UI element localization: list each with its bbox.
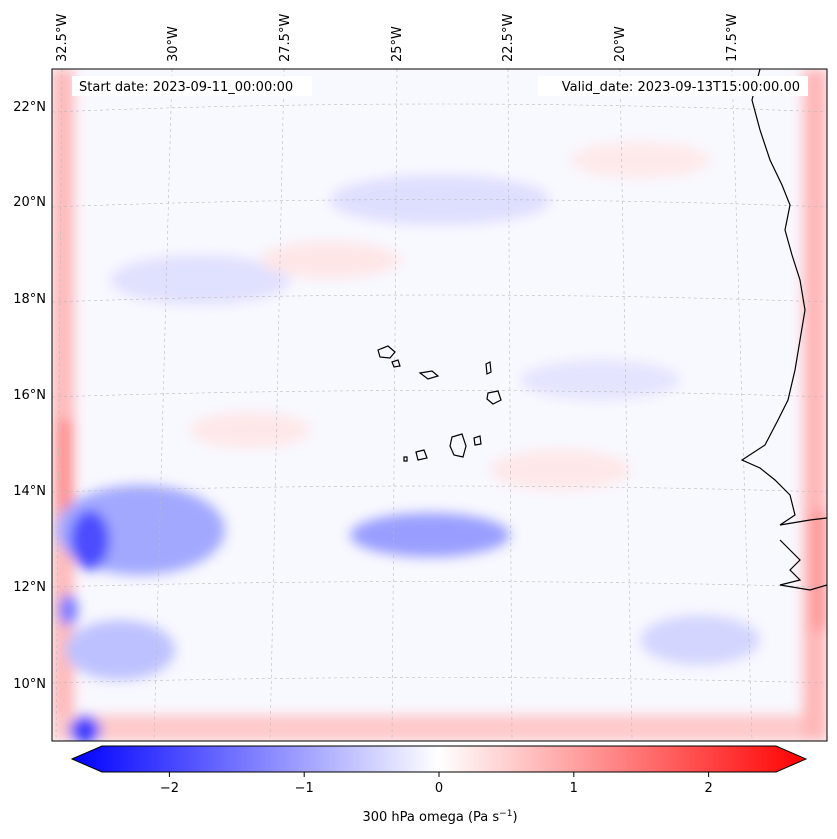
lon-label: 25°W (390, 26, 405, 62)
omega-field (52, 69, 827, 741)
lon-label: 17.5°W (725, 14, 740, 62)
colorbar-tick-label: −2 (160, 781, 179, 796)
lon-label: 22.5°W (501, 14, 516, 62)
colorbar-tick-label: 1 (570, 781, 578, 796)
valid-date-text: Valid_date: 2023-09-13T15:00:00.00 (562, 80, 800, 95)
lat-label: 18°N (13, 292, 46, 307)
start-date-box (72, 76, 312, 96)
lon-label: 27.5°W (278, 14, 293, 62)
longitude-labels: 32.5°W 30°W 27.5°W 25°W 22.5°W 20°W 17.5… (55, 14, 740, 62)
colorbar-tick-label: −1 (295, 781, 314, 796)
coastline (740, 69, 827, 591)
valid-date-box (538, 76, 808, 96)
map-frame (51, 68, 828, 742)
lat-label: 22°N (13, 100, 46, 115)
lon-label: 32.5°W (55, 14, 70, 62)
colorbar-ticks: −2 −1 0 1 2 (160, 772, 713, 796)
lat-label: 14°N (13, 484, 46, 499)
start-date-text: Start date: 2023-09-11_00:00:00 (79, 80, 293, 95)
lat-label: 10°N (13, 677, 46, 692)
colorbar-bar (70, 745, 808, 773)
lat-label: 16°N (13, 388, 46, 403)
colorbar-label: 300 hPa omega (Pa s−1) (362, 809, 517, 825)
colorbar: −2 −1 0 1 2 300 hPa omega (Pa s−1) (70, 745, 808, 825)
map-gridlines (52, 69, 827, 741)
latitude-labels: 22°N 20°N 18°N 16°N 14°N 12°N 10°N (13, 100, 46, 692)
colorbar-tick-label: 0 (435, 781, 443, 796)
lat-label: 12°N (13, 580, 46, 595)
lat-label: 20°N (13, 195, 46, 210)
colorbar-tick-label: 2 (704, 781, 712, 796)
lon-label: 30°W (166, 26, 181, 62)
cape-verde-islands (377, 345, 502, 462)
lon-label: 20°W (613, 26, 628, 62)
